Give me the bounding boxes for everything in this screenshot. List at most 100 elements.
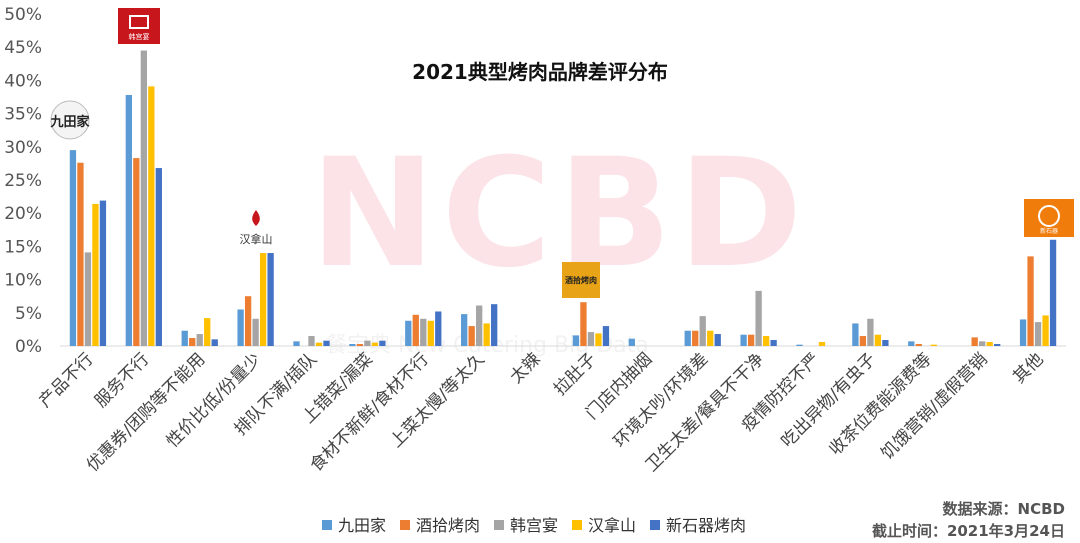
cutoff-date-label: 截止时间：2021年3月24日 — [872, 522, 1065, 540]
x-axis: 产品不行服务不行优惠券/团购等不能用性价比低/份量少排队不满/插队上错菜/漏菜食… — [35, 349, 1047, 476]
x-tick-label: 收茶位费能源费等 — [826, 349, 936, 459]
bar — [580, 302, 587, 346]
y-tick-label: 10% — [4, 271, 42, 291]
bar — [770, 340, 777, 346]
source-label: 数据来源：NCBD — [943, 500, 1065, 518]
bar — [189, 338, 196, 346]
x-tick-label: 吃出异物/有虫子 — [778, 349, 880, 451]
y-tick-label: 15% — [4, 237, 42, 257]
bar — [628, 338, 635, 346]
bar — [684, 330, 691, 346]
legend-label: 酒拾烤肉 — [416, 516, 480, 535]
bar — [1049, 239, 1057, 346]
chart-title: 2021典型烤肉品牌差评分布 — [412, 60, 668, 84]
y-tick-label: 0% — [15, 337, 42, 357]
x-tick-label: 上菜太慢/等太久 — [386, 349, 489, 452]
bar — [379, 340, 386, 346]
logo-jiutianjia: 九田家 — [49, 100, 90, 140]
svg-text:新石器: 新石器 — [1040, 227, 1058, 235]
logo-hangongyan: 韩宫宴 — [118, 8, 160, 44]
bar — [491, 304, 498, 346]
bar — [796, 344, 803, 346]
legend: 九田家 酒拾烤肉 韩宫宴 汉拿山 新石器烤肉 — [322, 516, 746, 535]
bar — [252, 318, 259, 346]
bar — [405, 320, 412, 346]
bar — [483, 323, 490, 346]
bar — [323, 340, 330, 346]
svg-text:汉拿山: 汉拿山 — [240, 232, 273, 246]
logo-hannashan: 汉拿山 — [240, 210, 273, 246]
x-tick-label: 饥饿营销/虚假营销 — [877, 349, 991, 463]
bar — [476, 305, 483, 346]
bar — [99, 200, 107, 346]
bar — [92, 203, 99, 346]
x-tick-label: 产品不行 — [35, 349, 97, 411]
bar — [125, 95, 132, 346]
bar — [77, 162, 84, 346]
y-tick-label: 40% — [4, 71, 42, 91]
legend-swatch — [572, 520, 582, 530]
bar — [244, 296, 252, 346]
bar — [882, 340, 889, 346]
legend-swatch — [400, 520, 410, 530]
bar — [979, 341, 986, 346]
bar — [1027, 256, 1034, 346]
svg-text:韩宫宴: 韩宫宴 — [129, 32, 150, 41]
bar — [699, 316, 706, 346]
x-tick-label: 性价比低/份量少 — [163, 349, 265, 451]
bar — [908, 341, 915, 346]
bar — [133, 158, 140, 346]
bar — [859, 336, 867, 346]
bar — [315, 342, 323, 346]
watermark-ncbd: NCBD — [310, 127, 808, 301]
bar — [468, 326, 475, 346]
x-tick-label: 环境太吵/环境差 — [610, 349, 712, 451]
bar — [818, 342, 826, 346]
bar — [572, 335, 580, 346]
bar — [1019, 319, 1027, 346]
bar — [1034, 322, 1042, 346]
bar — [349, 344, 356, 346]
bar — [602, 326, 610, 346]
bar — [595, 333, 602, 346]
bar — [707, 330, 714, 346]
bar — [293, 341, 300, 346]
bar — [204, 318, 211, 346]
legend-label: 韩宫宴 — [510, 516, 558, 535]
bar — [740, 334, 747, 346]
y-axis: 0% 5% 10% 15% 20% 25% 30% 35% 40% 45% 50% — [4, 5, 42, 357]
bar — [237, 309, 244, 346]
bar — [915, 344, 922, 346]
legend-swatch — [494, 520, 504, 530]
bar — [852, 323, 859, 346]
legend-label: 九田家 — [338, 516, 386, 535]
bar — [69, 150, 77, 346]
bar — [755, 290, 762, 346]
y-tick-label: 5% — [15, 304, 42, 324]
bar — [1042, 315, 1049, 346]
bar — [762, 336, 770, 346]
legend-label: 汉拿山 — [588, 516, 636, 535]
bar — [874, 334, 882, 346]
y-tick-label: 45% — [4, 38, 42, 58]
bar — [259, 253, 267, 346]
bar — [196, 334, 203, 346]
bar — [364, 340, 371, 346]
bar — [435, 311, 442, 346]
bar — [211, 339, 218, 346]
logo-jiushi: 酒拾烤肉 — [562, 262, 600, 298]
bar — [412, 314, 419, 346]
y-tick-label: 30% — [4, 138, 42, 158]
bar — [155, 168, 162, 346]
legend-swatch — [650, 520, 660, 530]
bars-group — [69, 50, 1057, 347]
bar — [587, 332, 595, 346]
bar — [148, 86, 155, 346]
bar — [420, 318, 427, 346]
y-tick-label: 35% — [4, 105, 42, 125]
svg-text:酒拾烤肉: 酒拾烤肉 — [565, 275, 597, 285]
x-tick-label: 其他 — [1009, 349, 1047, 387]
logo-xinshiqi: 新石器 — [1024, 199, 1074, 237]
y-tick-label: 20% — [4, 204, 42, 224]
